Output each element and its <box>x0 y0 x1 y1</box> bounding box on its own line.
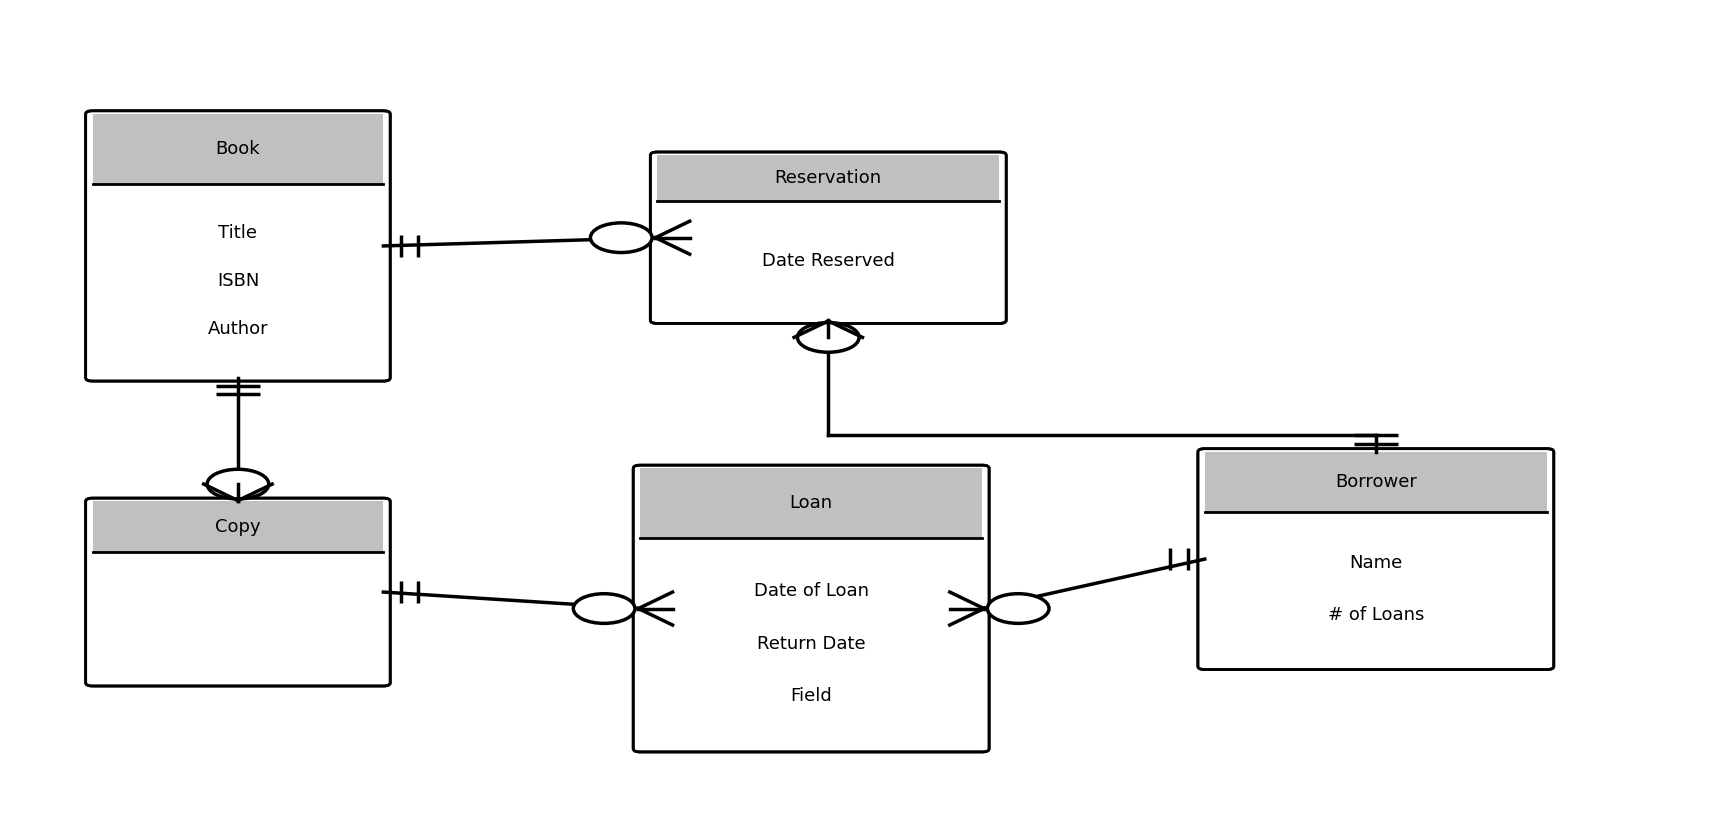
Bar <box>1204 452 1547 512</box>
Text: Date Reserved: Date Reserved <box>762 251 895 270</box>
Text: Field: Field <box>790 687 831 705</box>
Bar <box>640 468 982 539</box>
Text: Date of Loan: Date of Loan <box>754 582 869 600</box>
FancyBboxPatch shape <box>650 152 1006 323</box>
Bar <box>657 155 999 201</box>
Text: Reservation: Reservation <box>775 169 881 188</box>
Circle shape <box>207 469 269 499</box>
Circle shape <box>590 223 652 252</box>
FancyBboxPatch shape <box>633 465 988 752</box>
Circle shape <box>573 593 635 623</box>
Text: Book: Book <box>216 140 260 158</box>
Circle shape <box>797 323 859 352</box>
Text: Borrower: Borrower <box>1335 473 1416 491</box>
Text: Author: Author <box>207 320 269 339</box>
Bar <box>93 501 383 552</box>
FancyBboxPatch shape <box>86 111 390 381</box>
Text: Return Date: Return Date <box>757 634 866 653</box>
Text: ISBN: ISBN <box>217 272 259 290</box>
Text: # of Loans: # of Loans <box>1328 606 1425 623</box>
Text: Copy: Copy <box>216 518 260 535</box>
FancyBboxPatch shape <box>1197 448 1554 670</box>
Bar <box>93 114 383 184</box>
Text: Title: Title <box>219 224 257 241</box>
Text: Loan: Loan <box>790 494 833 513</box>
Circle shape <box>987 593 1049 623</box>
Text: Name: Name <box>1349 555 1402 572</box>
FancyBboxPatch shape <box>86 498 390 686</box>
